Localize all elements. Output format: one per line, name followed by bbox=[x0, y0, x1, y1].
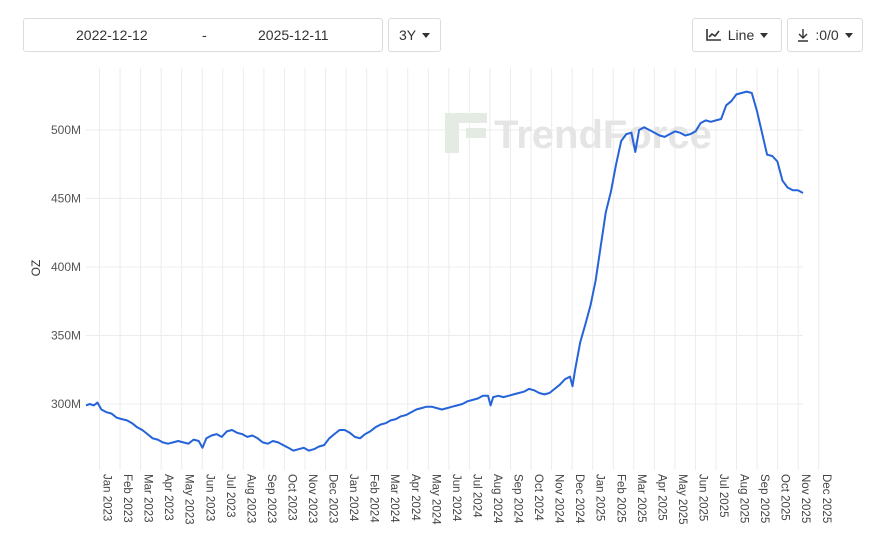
download-dropdown-button[interactable]: :0/0 bbox=[787, 18, 863, 52]
x-tick-label: Jun 2023 bbox=[203, 474, 215, 521]
x-tick-label: Jun 2024 bbox=[450, 474, 462, 522]
y-grid bbox=[86, 129, 803, 405]
date-range-picker[interactable]: 2022-12-12 - 2025-12-11 bbox=[23, 18, 383, 52]
range-dropdown-button[interactable]: 3Y bbox=[388, 18, 441, 52]
chart-type-label: Line bbox=[727, 27, 755, 43]
caret-down-icon bbox=[760, 32, 769, 38]
line-chart-icon bbox=[705, 29, 721, 41]
x-tick-label: Mar 2023 bbox=[142, 474, 154, 523]
x-tick-label: May 2025 bbox=[676, 474, 688, 525]
y-axis-label: OZ bbox=[29, 260, 43, 277]
x-tick-label: May 2024 bbox=[429, 474, 441, 525]
x-tick-label: Feb 2024 bbox=[368, 474, 380, 523]
x-tick-label: Jul 2024 bbox=[470, 474, 482, 518]
end-date[interactable]: 2025-12-11 bbox=[258, 27, 329, 43]
x-tick-label: Feb 2023 bbox=[121, 474, 133, 523]
watermark: TrendForce bbox=[445, 113, 712, 157]
chart-type-dropdown-button[interactable]: Line bbox=[692, 18, 782, 52]
x-tick-label: Apr 2025 bbox=[655, 474, 667, 521]
x-tick-label: Mar 2025 bbox=[635, 474, 647, 523]
y-tick-label: 400M bbox=[51, 260, 81, 274]
y-tick-label: 500M bbox=[51, 123, 81, 137]
x-tick-label: Jun 2025 bbox=[696, 474, 708, 521]
x-tick-label: Aug 2023 bbox=[244, 474, 256, 523]
x-tick-label: Sep 2024 bbox=[512, 474, 524, 524]
series-line bbox=[85, 90, 804, 452]
x-tick-label: Dec 2024 bbox=[573, 474, 585, 524]
x-tick-label: Mar 2024 bbox=[388, 474, 400, 523]
x-tick-label: Oct 2025 bbox=[779, 474, 791, 521]
x-tick-label: Feb 2025 bbox=[614, 474, 626, 523]
x-tick-label: Jan 2025 bbox=[594, 474, 606, 521]
y-tick-label: 350M bbox=[51, 329, 81, 343]
y-tick-label: 300M bbox=[51, 397, 81, 411]
x-tick-label: Apr 2023 bbox=[162, 474, 174, 521]
x-tick-label: Nov 2023 bbox=[306, 474, 318, 523]
download-label: :0/0 bbox=[815, 27, 839, 43]
x-tick-label: Aug 2025 bbox=[738, 474, 750, 523]
x-tick-label: Sep 2025 bbox=[758, 474, 770, 523]
x-tick-label: Jan 2024 bbox=[347, 474, 359, 522]
x-tick-label: May 2023 bbox=[183, 474, 195, 525]
watermark-logo-mark bbox=[466, 128, 486, 138]
date-separator: - bbox=[202, 27, 207, 43]
caret-down-icon bbox=[844, 32, 853, 38]
y-axis: 300M 350M 400M 450M 500M bbox=[51, 123, 81, 411]
x-tick-label: Sep 2023 bbox=[265, 474, 277, 523]
x-tick-label: Jan 2023 bbox=[101, 474, 113, 521]
x-axis: Jan 2023 Feb 2023 Mar 2023 Apr 2023 May 2023… bbox=[101, 474, 832, 525]
x-tick-label: Oct 2023 bbox=[285, 474, 297, 521]
x-tick-label: Oct 2024 bbox=[532, 474, 544, 521]
start-date[interactable]: 2022-12-12 bbox=[76, 27, 148, 43]
x-tick-label: Nov 2025 bbox=[799, 474, 811, 523]
watermark-logo-mark bbox=[445, 113, 459, 153]
x-tick-label: Aug 2024 bbox=[491, 474, 503, 524]
caret-down-icon bbox=[422, 32, 431, 38]
download-arrow-icon bbox=[798, 29, 809, 42]
range-label: 3Y bbox=[398, 27, 417, 43]
x-tick-label: Nov 2024 bbox=[553, 474, 565, 524]
x-tick-label: Jul 2025 bbox=[717, 474, 729, 517]
x-grid bbox=[99, 68, 820, 470]
x-tick-label: Dec 2023 bbox=[327, 474, 339, 523]
watermark-logo-mark bbox=[459, 113, 487, 123]
y-tick-label: 450M bbox=[51, 192, 81, 206]
watermark-text: TrendForce bbox=[494, 113, 712, 157]
x-tick-label: Apr 2024 bbox=[409, 474, 421, 521]
x-tick-label: Jul 2023 bbox=[224, 474, 236, 517]
x-tick-label: Dec 2025 bbox=[820, 474, 832, 523]
